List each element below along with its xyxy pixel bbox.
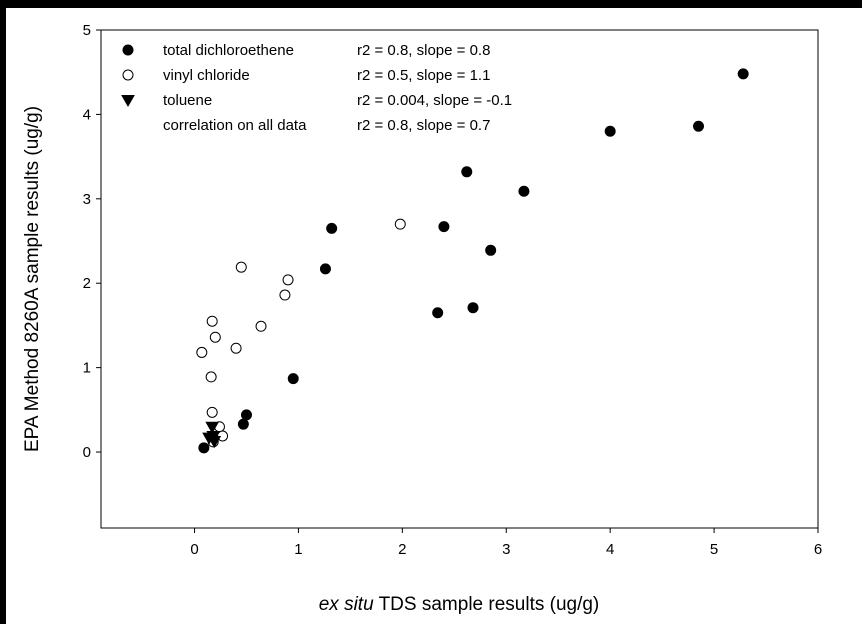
plot-area [100,29,819,529]
y-axis-title: EPA Method 8260A sample results (ug/g) [22,106,43,452]
x-tick-label: 4 [606,541,614,558]
legend-stats: r2 = 0.5, slope = 1.1 [357,67,490,84]
data-point [240,409,252,421]
x-tick-label: 6 [814,541,822,558]
data-point [198,442,210,454]
legend-marker [122,44,134,56]
y-tick-label: 4 [83,106,91,123]
data-point [217,430,229,442]
y-tick-label: 3 [83,191,91,208]
data-point [319,263,331,275]
data-point [432,307,444,319]
data-points [196,68,749,454]
legend-stats: r2 = 0.8, slope = 0.7 [357,117,490,134]
y-tick-label: 5 [83,22,91,39]
data-point [485,244,497,256]
data-point [230,342,242,354]
data-point [467,302,479,314]
data-point [206,406,218,418]
data-point [604,125,616,137]
legend-stats: r2 = 0.8, slope = 0.8 [357,42,490,59]
legend-label: correlation on all data [163,117,307,134]
legend: total dichloroethene r2 = 0.8, slope = 0.… [121,42,512,134]
data-point [237,418,249,430]
data-point [693,120,704,132]
data-point [438,221,450,233]
x-tick-label: 2 [398,541,406,558]
data-point [206,315,218,327]
data-point [205,371,217,383]
data-point [235,261,247,273]
legend-label: total dichloroethene [163,42,294,59]
data-point [737,68,749,80]
legend-label: vinyl chloride [163,67,250,84]
scatter-chart: 0 1 2 3 4 5 0 1 2 3 4 5 6 total dichloroethene r2 = … [22,22,822,615]
legend-label: toluene [163,92,212,109]
data-point [461,166,473,178]
data-point [518,185,530,197]
legend-marker [121,95,135,108]
y-axis: 0 1 2 3 4 5 [83,22,101,461]
x-tick-label: 5 [710,541,718,558]
data-point [209,331,221,343]
data-point [282,274,294,286]
y-tick-label: 0 [83,444,91,461]
y-tick-label: 1 [83,360,91,377]
data-point [394,218,406,230]
x-axis: 0 1 2 3 4 5 6 [190,528,822,558]
y-tick-label: 2 [83,275,91,292]
data-point [205,421,220,434]
data-point [279,289,291,301]
x-tick-label: 3 [502,541,510,558]
x-axis-title: ex situ TDS sample results (ug/g) [319,594,600,615]
data-point [255,320,267,332]
data-point [326,222,338,234]
x-tick-label: 0 [190,541,198,558]
data-point [207,436,222,449]
x-tick-label: 1 [294,541,302,558]
legend-stats: r2 = 0.004, slope = -0.1 [357,92,512,109]
data-point [196,346,208,358]
chart-frame: 0 1 2 3 4 5 0 1 2 3 4 5 6 total dichloroethene r2 = … [6,8,862,624]
legend-marker [122,69,134,81]
data-point [287,373,299,385]
